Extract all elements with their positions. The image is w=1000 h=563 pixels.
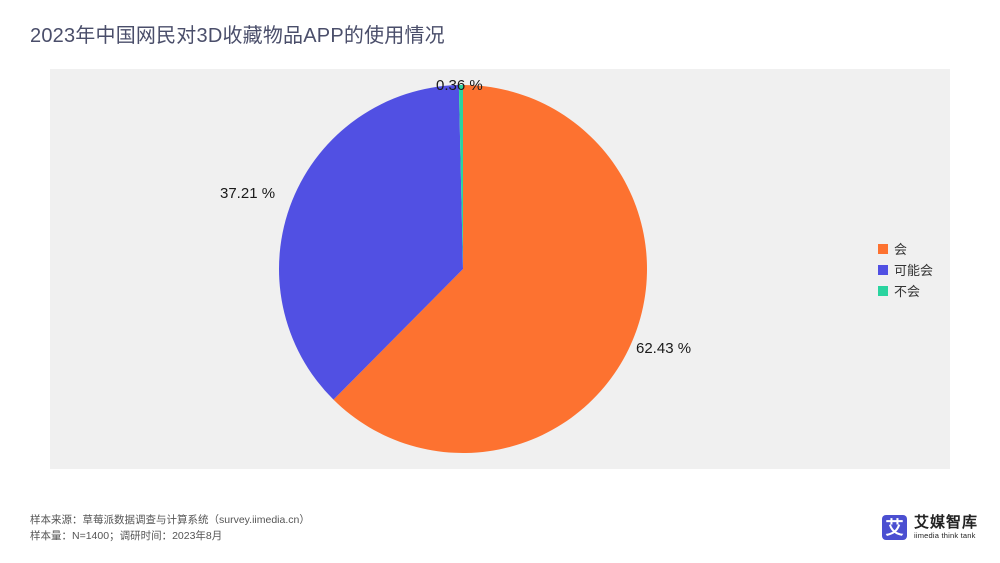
slice-label-hui: 62.43 % — [636, 340, 692, 357]
logo-name-cn: 艾媒智库 — [914, 514, 979, 531]
slice-label-keneng: 37.21 % — [220, 185, 276, 202]
legend-swatch-icon — [878, 285, 888, 296]
legend-label: 可能会 — [894, 263, 934, 278]
chart-title: 2023年中国网民对3D收藏物品APP的使用情况 — [30, 25, 445, 47]
slice-label-buhui: 0.36 % — [436, 77, 483, 94]
legend-item-hui[interactable]: 会 — [878, 238, 933, 259]
pie-chart — [279, 85, 647, 453]
legend-item-buhui[interactable]: 不会 — [878, 280, 933, 301]
footer-notes: 样本来源：草莓派数据调查与计算系统（survey.iimedia.cn） 样本量… — [30, 512, 310, 544]
logo-name-en: iimedia think tank — [914, 531, 976, 540]
legend: 会 可能会 不会 — [878, 238, 933, 301]
brand-logo: 艾 艾媒智库 iimedia think tank — [882, 514, 978, 540]
source-note: 样本来源：草莓派数据调查与计算系统（survey.iimedia.cn） — [30, 514, 310, 526]
slice-buhui[interactable] — [458, 85, 463, 269]
legend-swatch-icon — [878, 243, 888, 254]
sample-note: 样本量：N=1400；调研时间：2023年8月 — [30, 530, 223, 542]
legend-swatch-icon — [878, 264, 888, 275]
legend-label: 不会 — [894, 284, 921, 299]
slice-keneng[interactable] — [279, 85, 463, 400]
plot-panel: 62.43 % 37.21 % 0.36 % — [50, 69, 950, 469]
slice-hui[interactable] — [333, 85, 647, 453]
logo-mark-icon: 艾 — [882, 514, 907, 540]
legend-label: 会 — [894, 242, 908, 257]
legend-item-keneng[interactable]: 可能会 — [878, 259, 933, 280]
